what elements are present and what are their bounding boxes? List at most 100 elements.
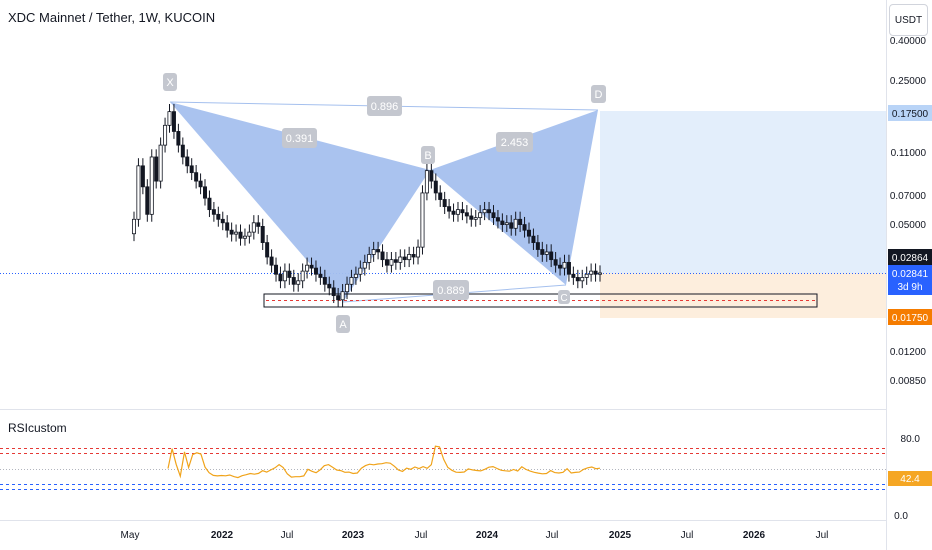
stop-zone[interactable] (600, 273, 886, 318)
price-tick: 0.07000 (890, 191, 927, 202)
time-tick: Jul (281, 530, 294, 541)
candle-body (145, 186, 150, 215)
candle-body (553, 259, 558, 266)
time-tick: 2026 (743, 530, 766, 541)
price-tick: 0.05000 (890, 220, 927, 231)
candle-body (509, 222, 514, 229)
candle-body (549, 251, 554, 261)
pattern-xab-triangle[interactable] (170, 102, 430, 302)
last-price-text: 0.02864 (892, 253, 929, 264)
candle-body (562, 261, 567, 269)
candle-body (580, 277, 585, 282)
chart-title: XDC Mainnet / Tether, 1W, KUCOIN (8, 10, 216, 25)
candle-body (238, 231, 243, 239)
label-a[interactable]: A (336, 315, 350, 333)
candle-body (522, 224, 527, 231)
candle-body (424, 170, 429, 194)
ratio-xd-text: 0.896 (371, 101, 399, 113)
label-d[interactable]: D (591, 85, 606, 103)
candle-body (256, 222, 261, 227)
currency-button[interactable]: USDT (889, 4, 928, 36)
ratio-xd[interactable]: 0.896 (367, 96, 402, 116)
current-price-tag[interactable]: 0.02841 3d 9h (888, 265, 932, 295)
candle-body (327, 283, 332, 289)
candle-body (260, 226, 265, 243)
candle-body (185, 156, 190, 167)
candle-body (149, 156, 154, 215)
candle-body (416, 246, 421, 258)
candle-body (398, 256, 403, 263)
candle-body (429, 170, 434, 182)
candle-body (367, 254, 372, 263)
candle-body (225, 222, 230, 231)
candle-body (376, 249, 381, 253)
candle-body (504, 222, 509, 225)
candle-body (211, 209, 216, 215)
candle-body (371, 249, 376, 255)
ratio-ac-text: 0.889 (437, 285, 465, 297)
candle-body (331, 287, 336, 297)
label-x[interactable]: X (163, 73, 177, 91)
time-tick: 2024 (476, 530, 499, 541)
candle-body (251, 222, 256, 233)
target-zone[interactable] (600, 111, 886, 273)
candle-body (300, 270, 305, 282)
label-x-text: X (166, 77, 174, 89)
candle-body (593, 270, 598, 275)
candle-body (469, 215, 474, 220)
candle-body (180, 144, 185, 158)
candle-body (491, 212, 496, 219)
price-tick: 0.25000 (890, 76, 927, 87)
candle-body (278, 273, 283, 282)
candle-body (540, 249, 545, 255)
stop-price-tag[interactable]: 0.01750 (888, 309, 932, 325)
indicator-title[interactable]: RSIcustom (8, 421, 67, 435)
candle-body (269, 256, 274, 266)
ratio-xb-text: 0.391 (286, 133, 314, 145)
countdown-text: 3d 9h (897, 282, 922, 293)
last-price-tag[interactable]: 0.02864 (888, 249, 932, 265)
label-c[interactable]: C (558, 290, 570, 304)
candle-body (558, 264, 563, 269)
candle-body (194, 172, 199, 182)
rsi-value-tag[interactable]: 42.4 (888, 471, 932, 486)
candle-body (402, 256, 407, 261)
label-b[interactable]: B (421, 146, 435, 164)
candle-body (535, 242, 540, 250)
ratio-xb[interactable]: 0.391 (282, 128, 317, 148)
candle-body (478, 212, 483, 219)
candle-body (229, 229, 234, 235)
candle-body (442, 199, 447, 208)
candle-body (309, 264, 314, 269)
time-tick: Jul (816, 530, 829, 541)
candle-body (571, 273, 576, 278)
candle-body (282, 270, 287, 282)
candle-body (198, 180, 203, 188)
candle-body (265, 242, 270, 258)
stop-price-text: 0.01750 (892, 313, 929, 324)
candle-body (518, 218, 523, 225)
candle-body (305, 264, 310, 272)
pattern-bcd-triangle[interactable] (430, 110, 598, 285)
candle-body (513, 218, 518, 229)
ratio-bd[interactable]: 2.453 (496, 132, 533, 152)
candle-body (247, 231, 252, 237)
time-tick: Jul (546, 530, 559, 541)
rsi-line (167, 445, 601, 479)
price-tick: 0.00850 (890, 376, 927, 387)
time-tick: 2025 (609, 530, 632, 541)
candle-body (544, 251, 549, 255)
support-box[interactable] (263, 293, 818, 308)
target-price-text: 0.17500 (892, 109, 929, 120)
candle-body (336, 295, 341, 301)
target-price-tag[interactable]: 0.17500 (888, 105, 932, 121)
candle-body (353, 273, 358, 278)
candle-body (167, 111, 172, 126)
candle-body (420, 192, 425, 248)
candle-body (176, 131, 181, 146)
candle-body (313, 267, 318, 275)
candle-body (220, 218, 225, 224)
candle-body (158, 144, 163, 182)
ratio-ac[interactable]: 0.889 (433, 280, 469, 300)
